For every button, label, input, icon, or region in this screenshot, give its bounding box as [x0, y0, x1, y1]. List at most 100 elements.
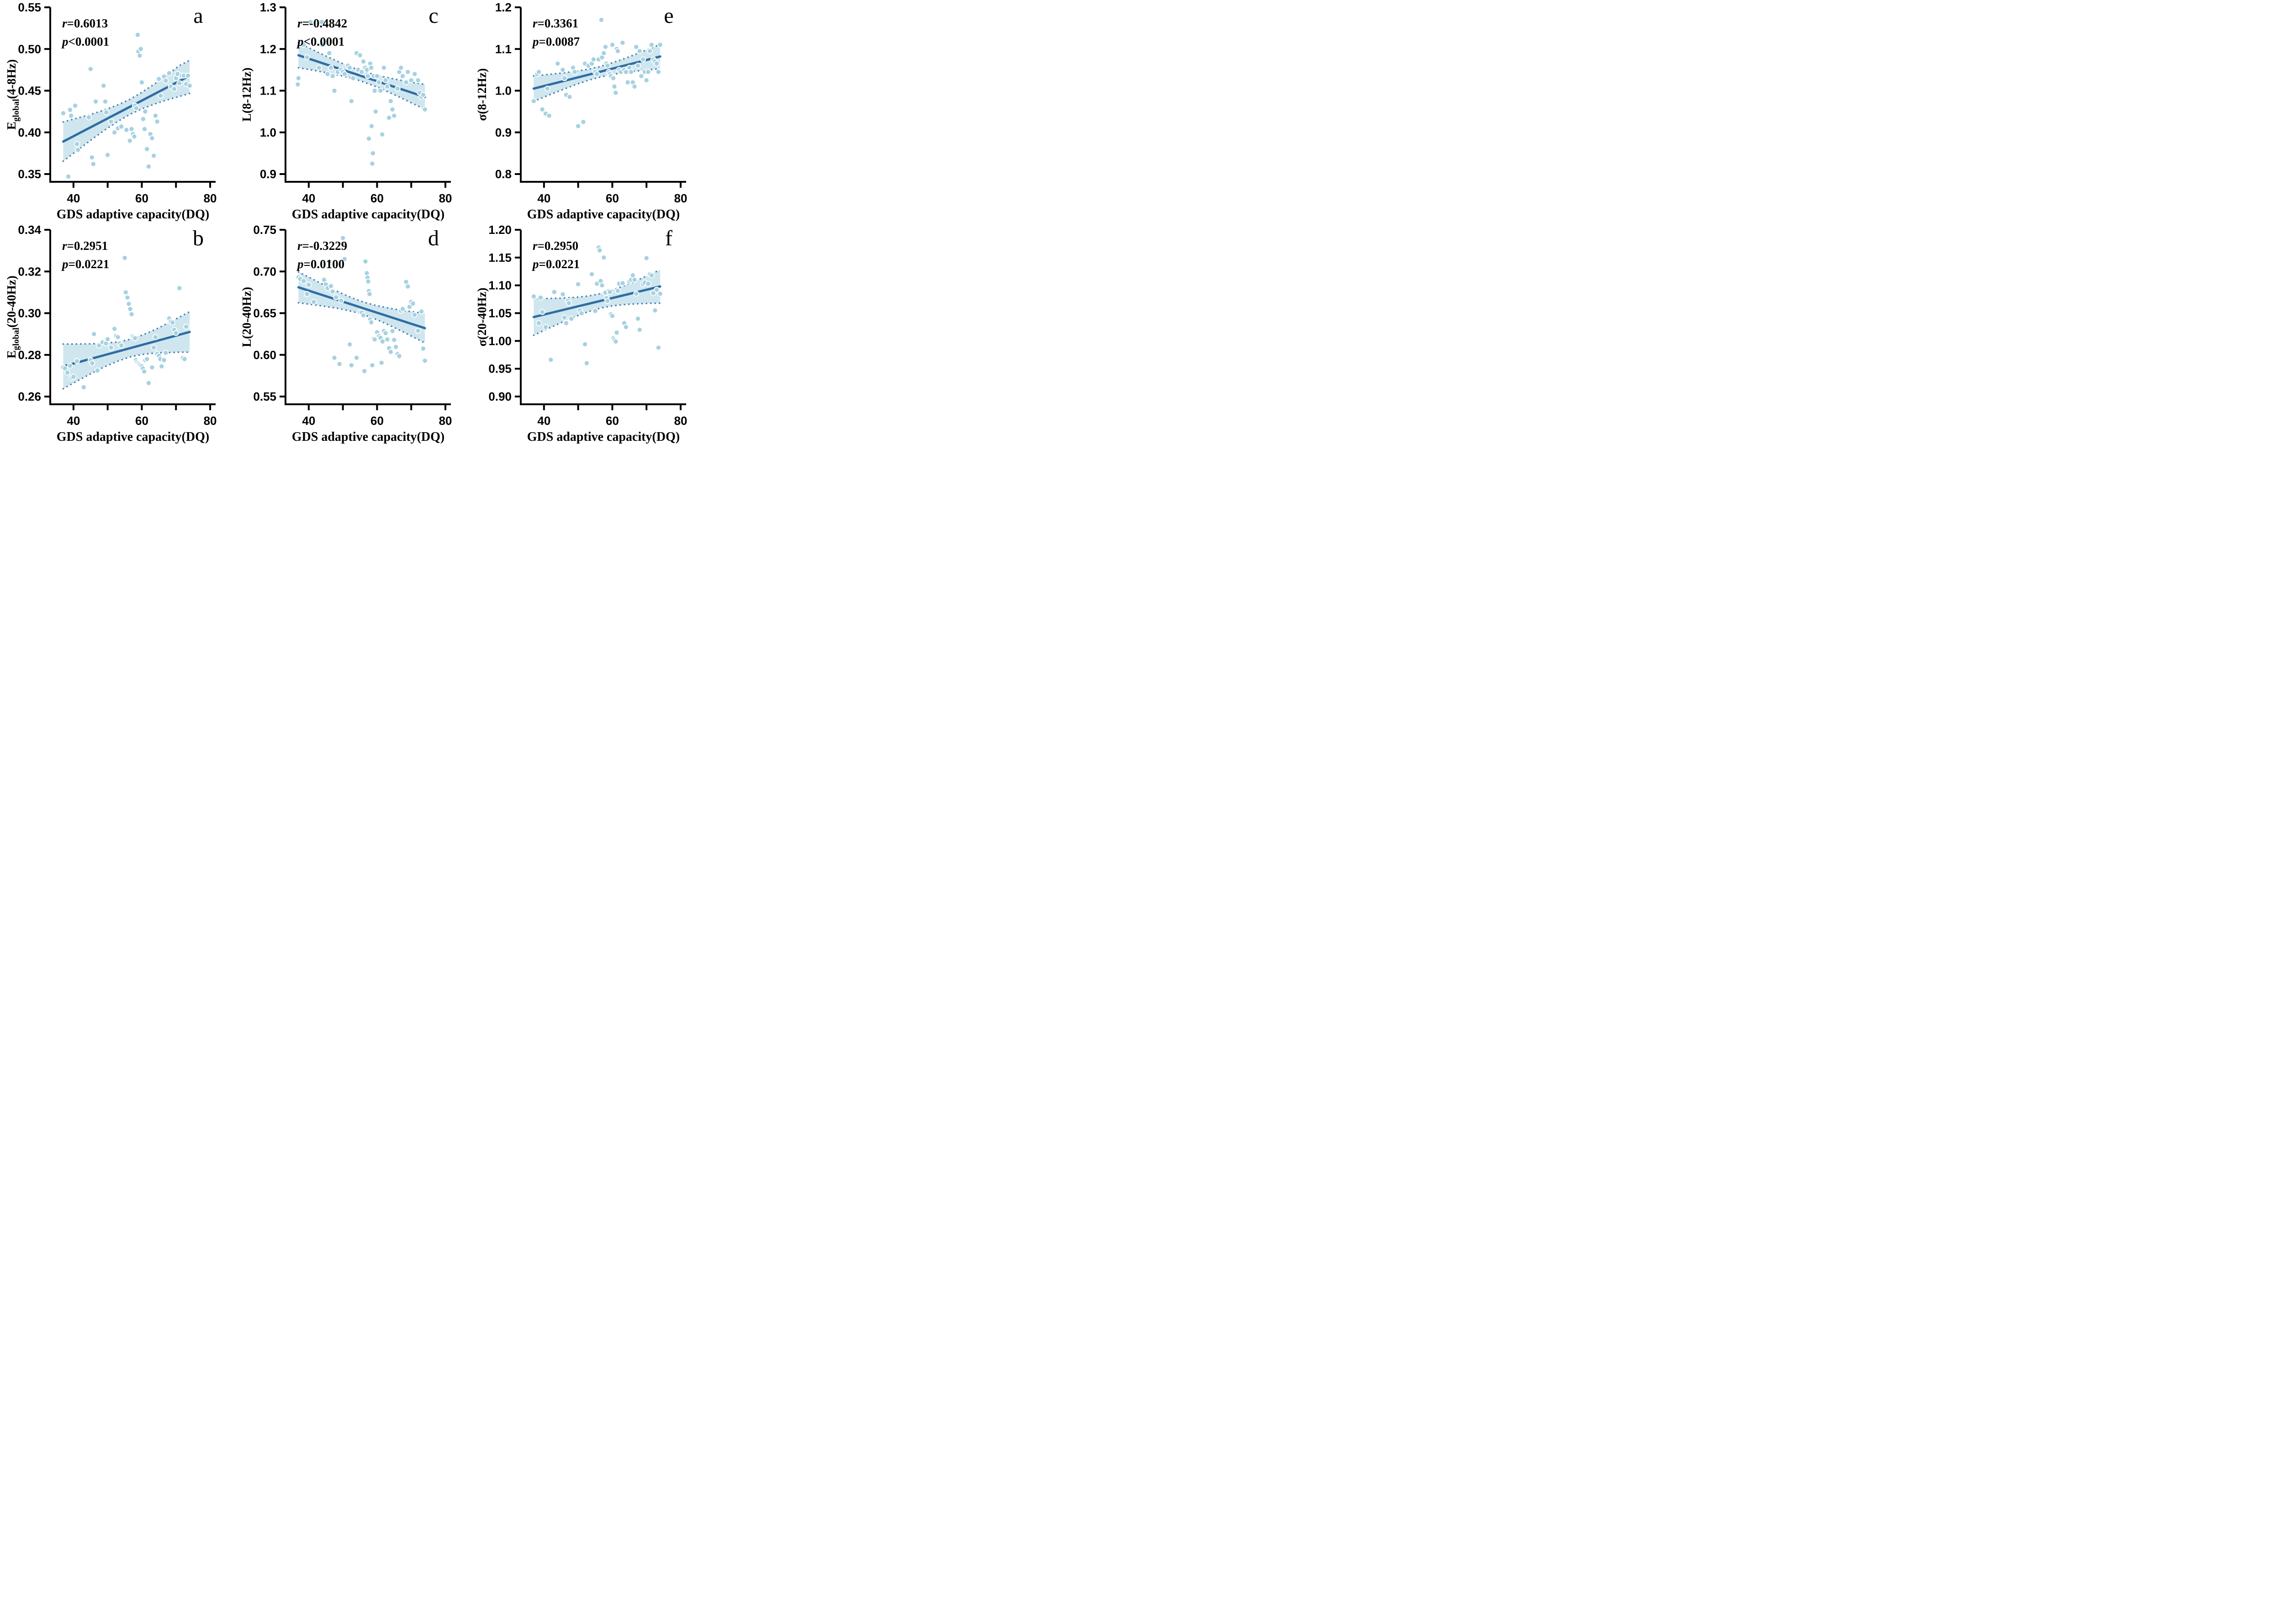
data-point: [60, 110, 66, 116]
data-point: [159, 363, 165, 370]
x-tick-label: 40: [302, 414, 315, 428]
data-point: [543, 324, 549, 330]
data-point: [400, 73, 406, 79]
data-point: [331, 354, 338, 361]
data-point: [144, 146, 150, 152]
data-point: [361, 368, 368, 374]
data-point: [176, 80, 183, 86]
data-point: [304, 291, 310, 297]
data-point: [123, 127, 130, 133]
band-edge-upper: [62, 59, 190, 123]
stat-r-text: r=0.3361: [533, 16, 578, 30]
data-point: [171, 86, 177, 92]
data-point: [396, 353, 402, 360]
stat-p-text: p<0.0001: [296, 35, 344, 48]
data-point: [382, 77, 389, 84]
y-tick-label: 0.55: [18, 0, 41, 14]
y-axis-title: Eglobal(4-8Hz): [5, 59, 21, 130]
y-tick-label: 0.28: [18, 348, 41, 362]
data-point: [375, 79, 382, 85]
data-point: [575, 123, 582, 129]
data-point: [324, 71, 331, 77]
data-point: [613, 90, 619, 96]
data-point: [348, 362, 354, 369]
scatter-points: [530, 244, 663, 366]
data-point: [166, 70, 172, 76]
data-point: [318, 19, 325, 25]
data-point: [657, 291, 663, 297]
band-edge-lower: [62, 92, 190, 162]
data-point: [415, 328, 421, 334]
y-axis-title: Eglobal(20-40Hz): [5, 275, 21, 359]
figure-grid: 0.55 0.50 0.45 0.40 0.35 40 60 80 GDS adaptive c…: [0, 0, 706, 445]
y-axis-title: σ(8-12Hz): [475, 68, 489, 121]
data-point: [295, 75, 301, 81]
y-tick-label: 0.50: [18, 42, 41, 56]
data-point: [609, 313, 615, 319]
data-point: [655, 344, 661, 351]
data-point: [152, 112, 159, 119]
data-point: [405, 69, 411, 75]
data-point: [94, 367, 100, 374]
data-point: [654, 60, 660, 67]
data-point: [103, 109, 110, 116]
data-point: [124, 294, 131, 301]
data-point: [105, 336, 111, 343]
data-point: [628, 69, 634, 75]
data-point: [75, 147, 81, 153]
data-point: [137, 46, 144, 52]
data-point: [389, 106, 396, 113]
data-point: [645, 280, 651, 287]
x-tick-label: 60: [135, 191, 148, 205]
y-tick-label: 1.05: [488, 306, 512, 320]
data-point: [530, 98, 537, 104]
stat-p-text: p<0.0001: [61, 35, 109, 48]
data-point: [631, 276, 638, 283]
data-point: [68, 112, 74, 119]
regression-line: [297, 286, 426, 329]
data-point: [74, 358, 80, 365]
data-point: [341, 256, 348, 262]
data-point: [156, 76, 162, 82]
data-point: [365, 135, 372, 142]
data-point: [336, 361, 343, 367]
data-point: [378, 360, 385, 366]
y-tick-label: 0.32: [18, 264, 41, 278]
data-point: [140, 116, 146, 122]
data-point: [340, 235, 346, 241]
data-point: [546, 112, 552, 119]
stat-r-text: r=0.6013: [62, 16, 108, 30]
data-point: [347, 64, 353, 71]
x-tick-label: 80: [439, 414, 452, 428]
data-point: [555, 60, 561, 67]
data-point: [635, 316, 641, 322]
data-point: [65, 174, 72, 180]
y-tick-label: 1.1: [260, 84, 276, 98]
data-point: [408, 77, 414, 84]
data-point: [328, 283, 334, 289]
data-point: [568, 316, 575, 322]
data-point: [422, 358, 428, 364]
data-point: [636, 48, 643, 54]
y-axis-title: L(20-40Hz): [240, 287, 254, 347]
data-point: [578, 310, 585, 316]
data-point: [561, 75, 568, 81]
panel-f: 1.20 1.15 1.10 1.05 1.00 0.95 0.90 40 60 80 GDS ad…: [471, 222, 706, 445]
data-point: [580, 119, 587, 125]
data-point: [90, 161, 96, 167]
data-point: [398, 64, 404, 71]
data-point: [601, 50, 607, 56]
data-point: [384, 336, 391, 343]
data-point: [410, 301, 416, 307]
data-point: [391, 337, 397, 343]
panel-a: 0.55 0.50 0.45 0.40 0.35 40 60 80 GDS adaptive c…: [0, 0, 235, 222]
data-point: [154, 118, 160, 125]
y-tick-label: 0.8: [495, 167, 512, 181]
y-tick-label: 0.30: [18, 307, 41, 320]
data-point: [602, 44, 608, 50]
data-point: [403, 79, 409, 85]
data-point: [183, 323, 190, 330]
data-point: [362, 258, 369, 264]
data-point: [141, 368, 148, 375]
x-tick-label: 40: [537, 414, 550, 428]
